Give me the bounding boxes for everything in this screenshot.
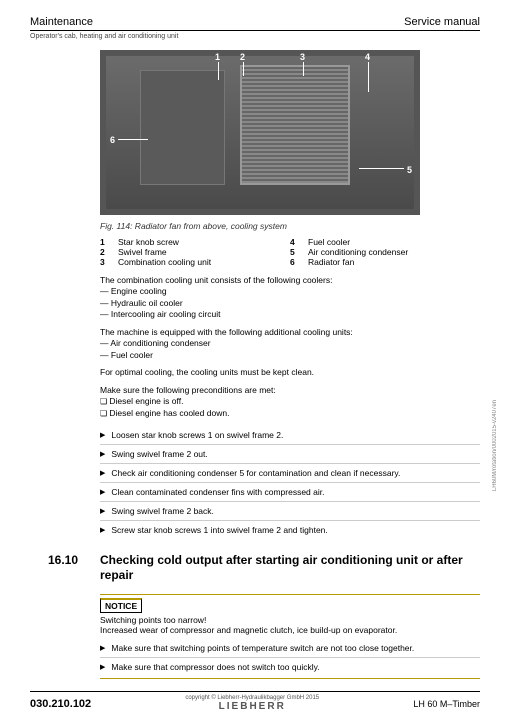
additional-item: Air conditioning condenser: [100, 338, 480, 349]
body-content: The combination cooling unit consists of…: [100, 275, 480, 420]
callout-2: 2: [240, 52, 245, 62]
callout-3: 3: [300, 52, 305, 62]
subheader: Operator's cab, heating and air conditio…: [30, 33, 480, 40]
step-item: Clean contaminated condenser fins with c…: [100, 483, 480, 502]
precond-item: Diesel engine has cooled down.: [100, 408, 480, 420]
notice-label: NOTICE: [100, 598, 142, 613]
page-header: Maintenance Service manual: [30, 16, 480, 31]
header-left: Maintenance: [30, 16, 93, 28]
footer-model: LH 60 M–Timber: [413, 699, 480, 709]
figure: 1 2 3 4 5 6: [100, 50, 420, 215]
notice-warn: Switching points too narrow!: [100, 615, 480, 625]
page-footer: 030.210.102 copyright © Liebherr-Hydraul…: [30, 691, 480, 712]
step-item: Swing swivel frame 2 out.: [100, 445, 480, 464]
callout-4: 4: [365, 52, 370, 62]
notice-desc: Increased wear of compressor and magneti…: [100, 625, 480, 635]
legend: 1Star knob screw 4Fuel cooler 2Swivel fr…: [100, 237, 480, 267]
cooler-intro: The combination cooling unit consists of…: [100, 275, 480, 286]
cooler-item: Engine cooling: [100, 286, 480, 297]
cooler-item: Hydraulic oil cooler: [100, 298, 480, 309]
notice-step: Make sure that compressor does not switc…: [100, 658, 480, 676]
section-title: Checking cold output after starting air …: [100, 553, 480, 584]
notice-step: Make sure that switching points of tempe…: [100, 639, 480, 658]
additional-intro: The machine is equipped with the followi…: [100, 327, 480, 338]
callout-6: 6: [110, 135, 115, 145]
callout-1: 1: [215, 52, 220, 62]
step-item: Loosen star knob screws 1 on swivel fram…: [100, 426, 480, 445]
additional-item: Fuel cooler: [100, 350, 480, 361]
cooler-item: Intercooling air cooling circuit: [100, 309, 480, 320]
header-right: Service manual: [404, 16, 480, 28]
notice-steps: Make sure that switching points of tempe…: [100, 639, 480, 679]
step-item: Swing swivel frame 2 back.: [100, 502, 480, 521]
precond-intro: Make sure the following preconditions ar…: [100, 385, 480, 396]
side-reference: LH60M/rotation/0002015-v2407en: [492, 400, 498, 491]
steps-list: Loosen star knob screws 1 on swivel fram…: [100, 426, 480, 539]
section-number: 16.10: [30, 553, 100, 584]
callout-5: 5: [407, 165, 412, 175]
figure-caption: Fig. 114: Radiator fan from above, cooli…: [100, 221, 480, 231]
notice-box: NOTICE Switching points too narrow! Incr…: [100, 594, 480, 635]
step-item: Check air conditioning condenser 5 for c…: [100, 464, 480, 483]
precond-item: Diesel engine is off.: [100, 396, 480, 408]
step-item: Screw star knob screws 1 into swivel fra…: [100, 521, 480, 539]
optimal-note: For optimal cooling, the cooling units m…: [100, 367, 480, 378]
footer-page: 030.210.102: [30, 698, 91, 710]
footer-brand: LIEBHERR: [219, 701, 286, 712]
section-heading: 16.10 Checking cold output after startin…: [30, 553, 480, 584]
